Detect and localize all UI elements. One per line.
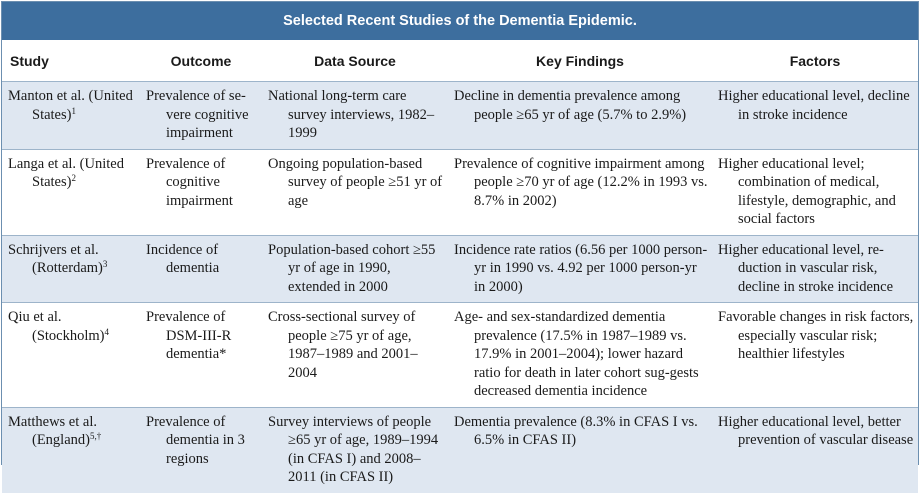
outcome-cell: Incidence of dementia <box>140 235 262 303</box>
study-name: Qiu et al. (Stockholm) <box>8 309 105 344</box>
key-findings-cell: Age- and sex-standardized dementia preva… <box>448 302 712 408</box>
study-cell: Schrijvers et al. (Rotterdam)3 <box>2 235 140 303</box>
reference-mark: 1 <box>71 105 76 116</box>
study-name: Matthews et al. (England) <box>8 413 97 449</box>
studies-table: Study Outcome Data Source Key Findings F… <box>2 40 918 493</box>
data-source-cell: Cross-sectional survey of people ≥75 yr … <box>262 302 448 408</box>
outcome-cell: Prevalence of DSM-III-R dementia* <box>140 302 262 408</box>
factors-cell: Higher educational level, decline in str… <box>712 81 918 150</box>
key-findings-cell: Dementia prevalence (8.3% in CFAS I vs. … <box>448 407 712 493</box>
data-source-cell: National long-term care survey interview… <box>262 81 448 150</box>
study-name: Manton et al. (United States) <box>8 88 133 123</box>
table-row: Matthews et al. (England)5,† Prevalence … <box>2 407 918 493</box>
column-header-study: Study <box>2 40 140 82</box>
column-header-key-findings: Key Findings <box>448 40 712 82</box>
data-source-cell: Ongoing population-based survey of peopl… <box>262 149 448 236</box>
outcome-cell: Prevalence of dementia in 3 regions <box>140 407 262 493</box>
study-name: Langa et al. (United States) <box>8 155 124 191</box>
data-source-cell: Survey interviews of people ≥65 yr of ag… <box>262 407 448 493</box>
header-row: Study Outcome Data Source Key Findings F… <box>2 40 918 82</box>
study-cell: Manton et al. (United States)1 <box>2 81 140 150</box>
study-name: Schrijvers et al. (Rotterdam) <box>8 241 103 277</box>
column-header-data-source: Data Source <box>262 40 448 82</box>
reference-mark: 2 <box>71 173 76 183</box>
study-cell: Qiu et al. (Stockholm)4 <box>2 302 140 408</box>
key-findings-cell: Incidence rate ratios (6.56 per 1000 per… <box>448 235 712 303</box>
column-header-outcome: Outcome <box>140 40 262 82</box>
factors-cell: Higher educational level, re-duction in … <box>712 235 918 303</box>
factors-cell: Higher educational level; combination of… <box>712 149 918 236</box>
key-findings-cell: Prevalence of cognitive impairment among… <box>448 149 712 236</box>
study-cell: Langa et al. (United States)2 <box>2 149 140 236</box>
table-row: Schrijvers et al. (Rotterdam)3 Incidence… <box>2 235 918 303</box>
reference-mark: 3 <box>102 259 108 269</box>
reference-mark: 4 <box>104 326 110 337</box>
column-header-factors: Factors <box>712 40 918 82</box>
table-row: Qiu et al. (Stockholm)4 Prevalence of DS… <box>2 302 918 408</box>
data-source-cell: Population-based cohort ≥55 yr of age in… <box>262 235 448 303</box>
key-findings-cell: Decline in dementia prevalence among peo… <box>448 81 712 150</box>
table-row: Langa et al. (United States)2 Prevalence… <box>2 149 918 236</box>
outcome-cell: Prevalence of cognitive impairment <box>140 149 262 236</box>
table-row: Manton et al. (United States)1 Prevalenc… <box>2 81 918 150</box>
reference-mark: 5,† <box>89 431 102 441</box>
study-cell: Matthews et al. (England)5,† <box>2 407 140 493</box>
table-title: Selected Recent Studies of the Dementia … <box>2 2 918 40</box>
factors-cell: Higher educational level, better prevent… <box>712 407 918 493</box>
outcome-cell: Prevalence of se-vere cognitive impairme… <box>140 81 262 150</box>
factors-cell: Favorable changes in risk factors, espec… <box>712 302 918 408</box>
